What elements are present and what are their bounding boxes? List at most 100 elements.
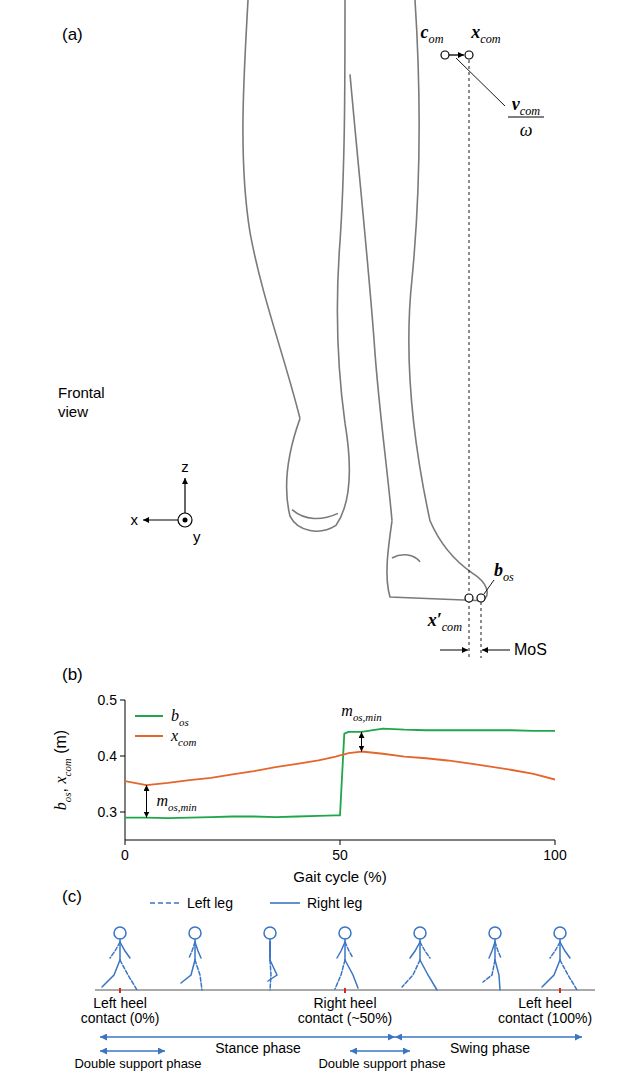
x-tick-label: 100 [543,847,567,863]
head [489,927,501,939]
y-tick [120,756,125,757]
head [554,927,566,939]
annotation-arrow [361,732,362,752]
left-arm [495,942,501,958]
text-part: b [171,707,179,724]
mos-arrow [482,650,510,651]
stick-figure [402,927,437,990]
y-tick-label: 0.4 [98,748,118,764]
axis-name: x [131,511,139,528]
stick-figure [102,927,137,990]
left-leg [483,960,495,982]
y-tick [120,812,125,813]
point-label: com [421,22,444,46]
text-part: b [52,802,69,810]
panel-letter: (b) [62,665,83,684]
right-arm [560,942,570,958]
phase-arrow [100,1036,395,1037]
text-part: ω [520,120,533,140]
projection-line [469,60,470,658]
event-label: contact (0%) [81,1010,160,1026]
left-arm [269,942,271,958]
projection-line [481,602,482,658]
leg-contour [387,521,487,601]
right-arm [410,942,420,958]
annotation-arrow [146,785,147,817]
text-part: os,min [353,711,382,723]
legend-swatch [150,902,180,904]
y-axis [125,700,126,840]
left-leg [270,960,271,990]
series-line [125,752,555,786]
right-arm [120,942,130,958]
head [264,927,276,939]
fraction-denominator: ω [520,120,533,140]
trunk [269,939,271,960]
left-leg [195,960,202,990]
panel-letter: (a) [62,25,83,44]
x-tick [555,840,556,845]
y-tick-label: 0.5 [98,692,118,708]
x-tick [125,840,126,845]
legend-label: bos [171,707,189,728]
text-part: com [520,104,541,118]
event-label: Left heel [518,995,572,1011]
event-label: contact (~50%) [298,1010,393,1026]
legend-label: xcom [170,727,196,748]
text-part: x [470,22,480,42]
text-part: com [61,758,73,776]
left-leg [120,960,137,990]
event-tick [119,988,121,993]
text-part: os [179,716,189,728]
series-line [125,729,555,819]
phase-label: Stance phase [215,1040,301,1056]
leg-contour [243,0,300,419]
axis-arrow [184,478,185,513]
text-part: com [442,620,463,634]
annotation-label: mos,min [157,792,197,813]
text-part: os [503,570,514,584]
head [339,927,351,939]
x-tick-label: 0 [121,847,129,863]
head [414,927,426,939]
x-tick-label: 50 [332,847,348,863]
point-x-com [465,51,473,59]
point-label: xcom [470,22,501,46]
event-label: Left heel [93,995,147,1011]
text-part: os,min [168,801,197,813]
point-c-om [441,51,449,59]
legend-swatch [135,735,163,737]
text-part: com [480,32,501,46]
left-arm [110,942,120,958]
text-part: c [421,22,429,42]
left-arm [189,942,195,958]
head [114,927,126,939]
stick-figure [542,927,577,990]
stick-figure [264,927,277,990]
axis-name: y [193,528,201,545]
axis-arrow [143,519,178,520]
panel-letter: (c) [62,887,82,906]
text-part: om [429,32,444,46]
axis-out-of-plane [178,513,192,527]
legend-swatch [135,715,163,717]
text-part: x [52,776,69,784]
leg-contour [409,0,430,521]
double-support-label: Double support phase [318,1056,445,1071]
right-arm [195,942,201,958]
left-arm [420,942,430,958]
event-tick [559,988,561,993]
point-b-os [477,594,485,602]
head [189,927,201,939]
right-leg [102,960,120,987]
phase-arrow [395,1036,582,1037]
y-tick [120,700,125,701]
legend-label: Right leg [307,895,362,911]
velocity-arrow [449,54,464,55]
fraction-bar [508,116,544,117]
right-leg [542,960,560,987]
stick-figure [335,927,358,989]
right-leg [495,960,500,990]
right-arm [489,942,495,958]
double-support-arrow [100,1050,165,1051]
